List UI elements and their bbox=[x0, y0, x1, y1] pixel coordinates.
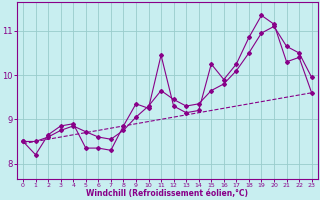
X-axis label: Windchill (Refroidissement éolien,°C): Windchill (Refroidissement éolien,°C) bbox=[86, 189, 248, 198]
